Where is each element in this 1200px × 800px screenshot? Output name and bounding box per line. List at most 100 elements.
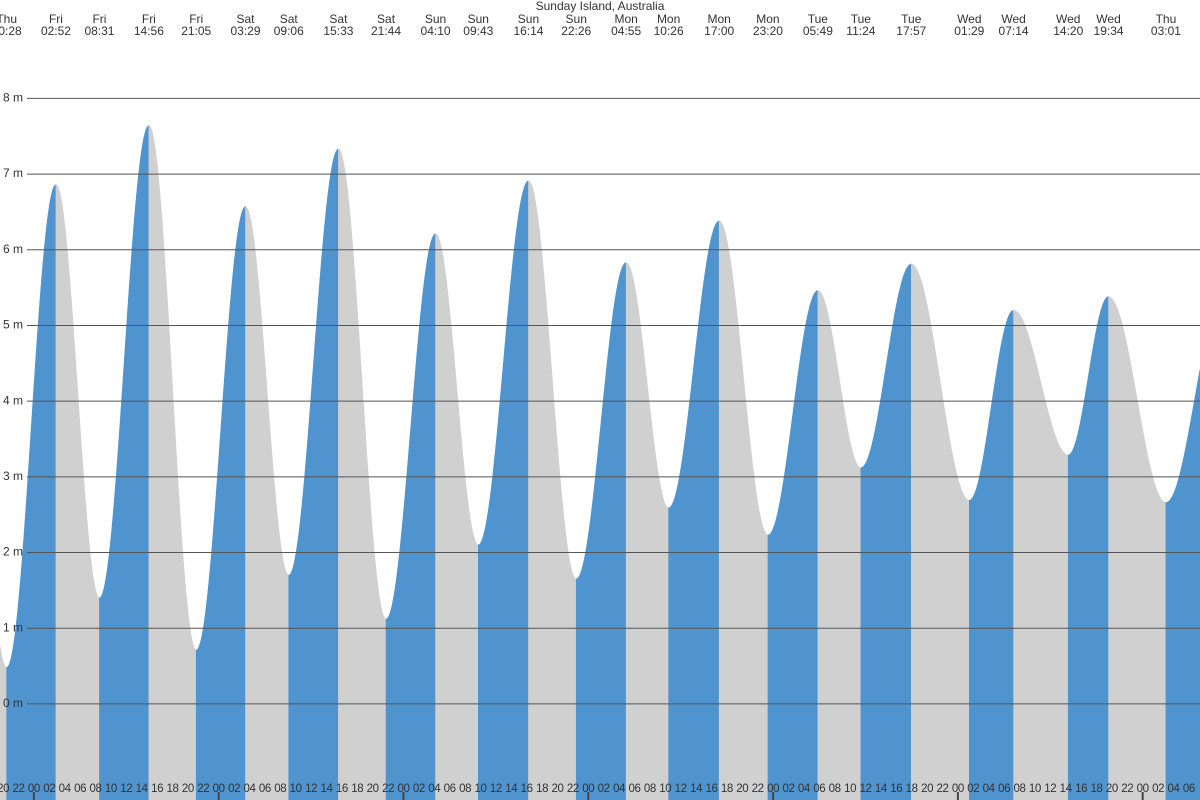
hour-tick-label: 06 <box>1183 783 1195 795</box>
hour-tick-label: 20 <box>921 783 933 795</box>
hour-tick-label: 18 <box>351 783 363 795</box>
extreme-day: Wed <box>957 12 981 26</box>
hour-tick-label: 20 <box>0 783 9 795</box>
rising-area <box>385 233 436 800</box>
y-tick-label: 6 m <box>3 242 23 256</box>
extreme-day: Tue <box>851 12 872 26</box>
extreme-day: Tue <box>808 12 829 26</box>
extreme-time: 20:28 <box>0 24 22 38</box>
hour-tick-label: 14 <box>320 783 333 795</box>
extreme-time: 10:26 <box>654 24 684 38</box>
hour-tick-label: 06 <box>628 783 640 795</box>
hour-tick-label: 18 <box>166 783 178 795</box>
hour-tick-label: 08 <box>829 783 841 795</box>
rising-area <box>288 148 339 800</box>
rising-area <box>860 263 912 800</box>
rising-area <box>195 206 246 800</box>
hour-tick-label: 08 <box>89 783 101 795</box>
extreme-time: 04:10 <box>421 24 451 38</box>
hour-tick-label: 04 <box>243 783 256 795</box>
extreme-time: 09:43 <box>463 24 493 38</box>
hour-tick-label: 04 <box>59 783 72 795</box>
hour-tick-label: 22 <box>382 783 394 795</box>
extreme-day: Thu <box>1156 12 1177 26</box>
hour-tick-label: 02 <box>228 783 240 795</box>
hour-tick-label: 02 <box>43 783 55 795</box>
hour-tick-label: 12 <box>120 783 132 795</box>
hour-tick-label: 12 <box>1044 783 1056 795</box>
extreme-time: 17:57 <box>896 24 926 38</box>
y-tick-label: 4 m <box>3 393 23 407</box>
hour-tick-label: 04 <box>798 783 811 795</box>
extreme-day: Mon <box>657 12 680 26</box>
hour-tick-label: 20 <box>551 783 563 795</box>
hour-tick-label: 02 <box>967 783 979 795</box>
extreme-day: Sat <box>377 12 396 26</box>
falling-area <box>435 233 479 800</box>
y-tick-label: 0 m <box>3 696 23 710</box>
hour-tick-label: 00 <box>213 783 225 795</box>
extreme-time: 11:24 <box>846 24 875 38</box>
hour-tick-label: 02 <box>598 783 610 795</box>
hour-tick-label: 18 <box>721 783 733 795</box>
extreme-time: 03:29 <box>230 24 260 38</box>
hour-tick-label: 08 <box>644 783 656 795</box>
hour-tick-label: 18 <box>536 783 548 795</box>
hour-tick-label: 18 <box>1090 783 1102 795</box>
extreme-day: Fri <box>92 12 106 26</box>
extreme-day: Sun <box>468 12 489 26</box>
hour-tick-label: 12 <box>305 783 317 795</box>
hour-tick-label: 22 <box>1121 783 1133 795</box>
hour-tick-label: 20 <box>367 783 379 795</box>
rising-area <box>575 262 627 800</box>
y-tick-label: 7 m <box>3 166 23 180</box>
hour-tick-label: 14 <box>505 783 518 795</box>
hour-tick-label: 10 <box>290 783 302 795</box>
hour-tick-label: 04 <box>613 783 626 795</box>
y-tick-label: 2 m <box>3 545 23 559</box>
hour-tick-label: 22 <box>752 783 764 795</box>
hour-tick-label: 22 <box>12 783 24 795</box>
hour-tick-label: 16 <box>705 783 717 795</box>
hour-tick-label: 04 <box>428 783 441 795</box>
hour-tick-label: 02 <box>782 783 794 795</box>
hour-tick-label: 02 <box>1152 783 1164 795</box>
extreme-time: 14:56 <box>134 24 164 38</box>
falling-area <box>625 262 669 800</box>
hour-tick-label: 04 <box>1167 783 1180 795</box>
hour-tick-label: 00 <box>952 783 964 795</box>
hour-tick-label: 14 <box>1060 783 1073 795</box>
extreme-day: Tue <box>901 12 922 26</box>
extreme-time: 16:14 <box>513 24 543 38</box>
hour-tick-label: 14 <box>690 783 703 795</box>
hour-tick-label: 06 <box>998 783 1010 795</box>
hour-tick-label: 12 <box>490 783 502 795</box>
extreme-day: Sun <box>425 12 446 26</box>
falling-area <box>1013 309 1069 800</box>
hour-tick-label: 00 <box>1137 783 1149 795</box>
hour-tick-label: 10 <box>105 783 117 795</box>
hour-tick-label: 00 <box>28 783 40 795</box>
extreme-day: Sat <box>329 12 348 26</box>
falling-area <box>245 206 290 800</box>
extreme-time: 21:44 <box>371 24 401 38</box>
hour-tick-label: 00 <box>582 783 594 795</box>
extreme-day: Wed <box>1056 12 1080 26</box>
hour-tick-label: 12 <box>859 783 871 795</box>
rising-area <box>1067 296 1109 800</box>
extreme-day: Mon <box>708 12 731 26</box>
hour-tick-label: 00 <box>767 783 779 795</box>
falling-area <box>910 263 970 800</box>
extreme-time: 09:06 <box>274 24 304 38</box>
y-tick-label: 1 m <box>3 620 23 634</box>
y-tick-label: 5 m <box>3 318 23 332</box>
extreme-time: 14:20 <box>1053 24 1083 38</box>
rising-area <box>478 180 529 800</box>
extreme-time: 05:49 <box>803 24 833 38</box>
hour-tick-label: 10 <box>474 783 486 795</box>
hour-tick-label: 16 <box>1075 783 1087 795</box>
hour-tick-label: 16 <box>521 783 533 795</box>
extreme-time: 15:33 <box>323 24 353 38</box>
